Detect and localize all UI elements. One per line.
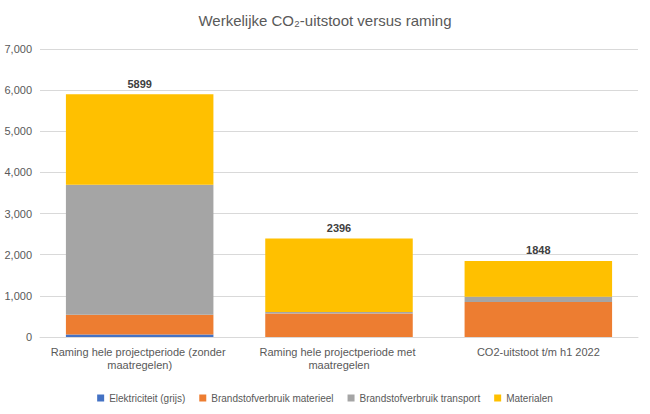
svg-text:2,000: 2,000 xyxy=(4,249,32,261)
svg-text:5899: 5899 xyxy=(127,78,151,90)
svg-text:2396: 2396 xyxy=(327,222,351,234)
svg-text:Raming hele projectperiode (zo: Raming hele projectperiode (zonder xyxy=(51,346,229,358)
svg-text:Werkelijke CO₂-uitstoot versus: Werkelijke CO₂-uitstoot versus raming xyxy=(198,12,451,29)
svg-text:Elektriciteit (grijs): Elektriciteit (grijs) xyxy=(109,393,185,404)
svg-text:7,000: 7,000 xyxy=(4,43,32,55)
svg-text:Raming hele projectperiode met: Raming hele projectperiode met xyxy=(260,346,419,358)
svg-text:5,000: 5,000 xyxy=(4,125,32,137)
svg-text:1848: 1848 xyxy=(526,244,550,256)
svg-text:4,000: 4,000 xyxy=(4,166,32,178)
svg-text:maatregelen: maatregelen xyxy=(308,359,369,371)
svg-text:Brandstofverbruik materieel: Brandstofverbruik materieel xyxy=(211,393,333,404)
svg-text:Materialen: Materialen xyxy=(506,393,553,404)
svg-text:Brandstofverbruik transport: Brandstofverbruik transport xyxy=(360,393,481,404)
svg-text:3,000: 3,000 xyxy=(4,208,32,220)
svg-text:6,000: 6,000 xyxy=(4,84,32,96)
svg-text:CO2-uitstoot t/m h1 2022: CO2-uitstoot t/m h1 2022 xyxy=(477,346,600,358)
svg-text:0: 0 xyxy=(26,331,32,343)
svg-text:1,000: 1,000 xyxy=(4,290,32,302)
svg-text:maatregelen): maatregelen) xyxy=(107,359,172,371)
